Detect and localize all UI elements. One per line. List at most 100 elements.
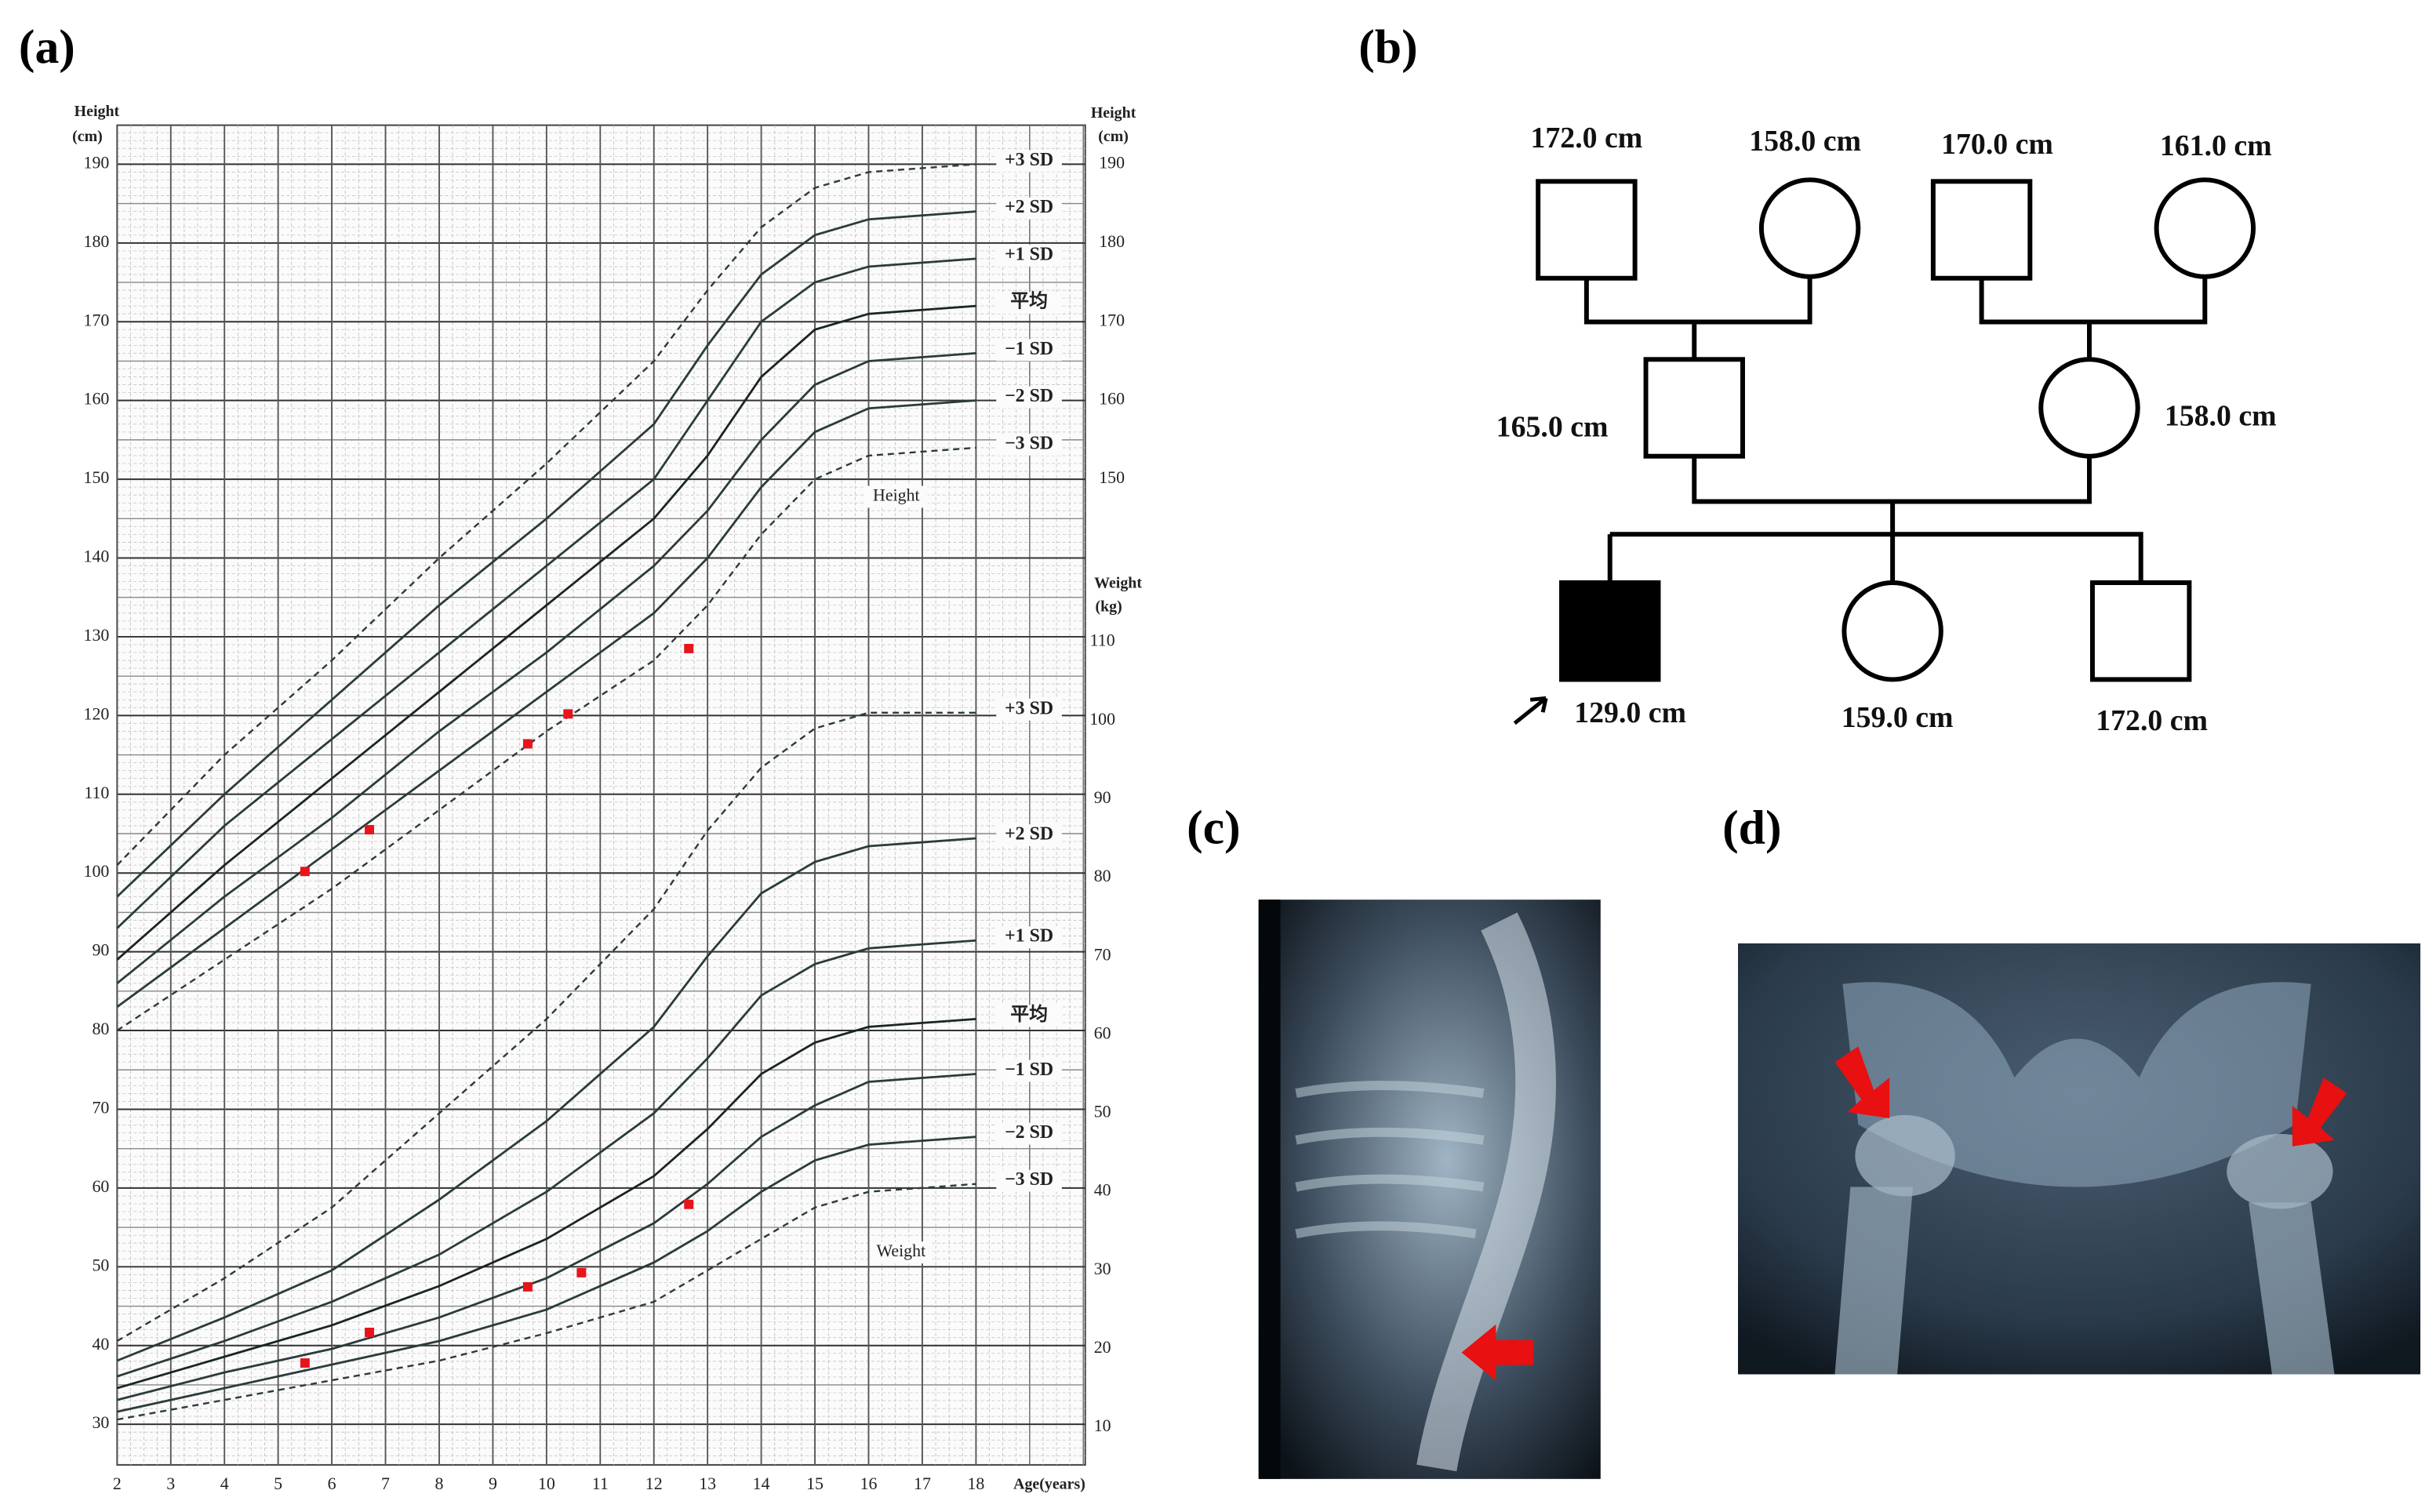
height-label: 172.0 cm — [2096, 704, 2208, 737]
height-label: 161.0 cm — [2160, 129, 2272, 162]
y-axis-unit: (cm) — [72, 128, 103, 145]
x-tick-label: 3 — [166, 1474, 175, 1493]
sd-label: +2 SD — [1005, 824, 1053, 845]
proband-arrow — [1513, 696, 1548, 725]
y-right-tick-label: 180 — [1099, 231, 1125, 251]
y2-tick-label: 30 — [1094, 1259, 1111, 1278]
y-tick-label: 80 — [92, 1019, 109, 1038]
male — [1643, 357, 1745, 459]
x-tick-label: 16 — [860, 1474, 878, 1493]
y2-tick-label: 10 — [1094, 1416, 1111, 1435]
x-tick-label: 10 — [538, 1474, 555, 1493]
x-tick-label: 5 — [274, 1474, 282, 1493]
pelvis — [1842, 982, 2311, 1187]
y-right-tick-label: 170 — [1099, 310, 1125, 329]
sd-label: −1 SD — [1005, 339, 1053, 359]
x-tick-label: 7 — [381, 1474, 390, 1493]
annotation-bg — [865, 485, 928, 508]
sd-label: +3 SD — [1005, 150, 1053, 170]
panel-label: (c) — [1187, 801, 1241, 855]
sd-label: −2 SD — [1005, 386, 1053, 406]
y-tick-label: 50 — [92, 1255, 109, 1274]
y2-tick-label: 110 — [1090, 631, 1115, 650]
female — [2038, 357, 2140, 459]
sd-label: −2 SD — [1005, 1122, 1053, 1143]
female — [1842, 580, 1943, 682]
measurement — [365, 824, 374, 834]
y-axis-label: Height — [75, 103, 120, 120]
sd-label-bg — [996, 434, 1062, 456]
measurement — [522, 739, 533, 749]
x-tick-label: 12 — [645, 1474, 663, 1493]
y-tick-label: 140 — [84, 547, 110, 566]
y2-tick-label: 50 — [1094, 1102, 1111, 1121]
x-tick-label: 6 — [328, 1474, 336, 1493]
sd-label: 平均 — [1010, 1003, 1048, 1025]
measurement — [300, 1358, 310, 1368]
sd-label: +3 SD — [1005, 698, 1053, 718]
x-tick-label: 14 — [753, 1474, 770, 1493]
sd-label: −3 SD — [1005, 433, 1053, 453]
annotation: Weight — [876, 1241, 925, 1260]
y2-axis-label: Weight — [1094, 575, 1142, 592]
y2-tick-label: 20 — [1094, 1337, 1111, 1357]
sd-label: −1 SD — [1005, 1059, 1053, 1080]
panel-label: (a) — [19, 20, 75, 74]
measurement — [576, 1267, 587, 1278]
ribs — [1295, 1081, 1485, 1239]
sd-label-bg — [996, 1005, 1062, 1027]
sd-label-bg — [996, 824, 1062, 846]
y-tick-label: 40 — [92, 1334, 109, 1354]
arrow — [1834, 1046, 1890, 1118]
xray-edge — [1258, 900, 1281, 1479]
height-label: 158.0 cm — [2165, 400, 2277, 433]
sd-curve — [116, 352, 976, 984]
measurement — [684, 644, 694, 653]
y-tick-label: 100 — [84, 861, 110, 881]
spine-xray — [1258, 900, 1601, 1479]
y2-tick-label: 100 — [1089, 709, 1115, 729]
height-label: 129.0 cm — [1574, 696, 1686, 729]
x-tick-label: 15 — [806, 1474, 824, 1493]
arrow — [2292, 1078, 2347, 1147]
y-tick-label: 60 — [92, 1176, 109, 1196]
sd-curve — [116, 837, 976, 1362]
measurement — [365, 1327, 374, 1337]
y2-tick-label: 90 — [1094, 787, 1111, 807]
xray-image — [1258, 900, 1601, 1479]
sd-label-bg — [996, 339, 1062, 362]
sd-label: +1 SD — [1005, 926, 1053, 947]
height-label: 165.0 cm — [1496, 411, 1609, 444]
y-tick-label: 130 — [84, 625, 110, 645]
measurement — [300, 867, 310, 877]
x-tick-label: 18 — [967, 1474, 984, 1493]
sd-curve — [116, 163, 976, 866]
x-tick-label: 13 — [699, 1474, 716, 1493]
y-right-axis-label: Height — [1091, 104, 1136, 122]
y-right-tick-label: 160 — [1099, 389, 1125, 409]
y-tick-label: 90 — [92, 940, 109, 960]
sd-curve — [116, 210, 976, 898]
y-tick-label: 30 — [92, 1412, 109, 1432]
pedigree: 172.0 cm 158.0 cm 170.0 cm 161.0 cm 165.… — [1496, 122, 2277, 737]
height-label: 170.0 cm — [1941, 128, 2053, 161]
sd-curve — [116, 1017, 976, 1390]
sd-curve — [117, 1183, 976, 1421]
x-tick-label: 4 — [220, 1474, 229, 1493]
x-tick-label: 17 — [914, 1474, 931, 1493]
y-right-tick-label: 190 — [1099, 152, 1125, 172]
male — [1930, 179, 2033, 281]
sd-label: +2 SD — [1005, 197, 1053, 217]
femoral-head — [1855, 1114, 1955, 1197]
y-tick-label: 70 — [92, 1098, 109, 1118]
sd-label-bg — [996, 292, 1062, 314]
y-tick-label: 160 — [84, 389, 110, 409]
sd-label-bg — [996, 1169, 1062, 1192]
y-tick-label: 120 — [84, 703, 110, 723]
y-tick-label: 170 — [84, 310, 110, 329]
y2-axis-unit: (kg) — [1095, 598, 1122, 615]
spine — [1416, 912, 1556, 1472]
y-right-tick-label: 150 — [1099, 467, 1125, 487]
sd-label: −3 SD — [1005, 1169, 1053, 1190]
